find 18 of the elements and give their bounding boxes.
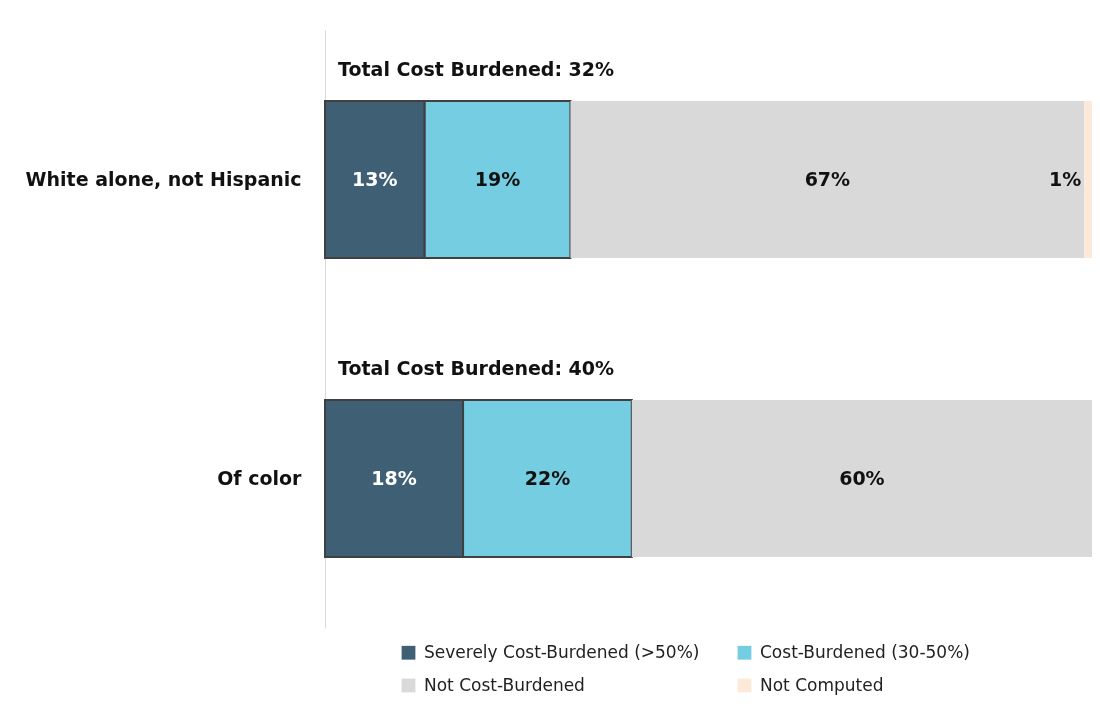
legend-label: Severely Cost-Burdened (>50%)	[424, 641, 700, 662]
y-tick-label: White alone, not Hispanic	[25, 167, 302, 190]
y-tick-label: Of color	[217, 466, 303, 489]
legend-label: Not Cost-Burdened	[424, 674, 585, 695]
bar	[1084, 101, 1092, 258]
annotation: Total Cost Burdened: 32%	[338, 58, 615, 81]
legend-label: Not Computed	[760, 674, 884, 695]
data-label: 22%	[524, 466, 571, 489]
data-label: 1%	[1049, 167, 1082, 190]
bar	[570, 101, 1085, 258]
data-label: 18%	[371, 466, 417, 489]
bar	[631, 400, 1092, 557]
annotation: Total Cost Burdened: 40%	[338, 357, 615, 380]
data-label: 13%	[352, 167, 398, 190]
data-label: 67%	[804, 167, 851, 190]
data-label: 19%	[474, 167, 521, 190]
data-label: 60%	[839, 466, 885, 489]
legend-label: Cost-Burdened (30-50%)	[760, 641, 970, 662]
